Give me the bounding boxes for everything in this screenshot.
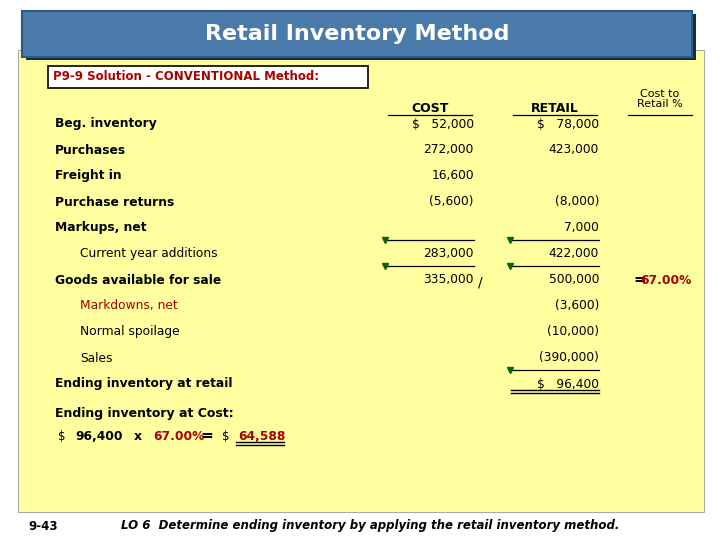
Text: $   78,000: $ 78,000 [537, 118, 599, 131]
Text: LO 6  Determine ending inventory by applying the retail inventory method.: LO 6 Determine ending inventory by apply… [121, 519, 619, 532]
Text: 67.00%: 67.00% [153, 429, 204, 442]
Text: x: x [134, 429, 142, 442]
Text: (8,000): (8,000) [554, 195, 599, 208]
Text: 9-43: 9-43 [28, 519, 58, 532]
Text: P9-9 Solution - CONVENTIONAL Method:: P9-9 Solution - CONVENTIONAL Method: [53, 71, 319, 84]
Text: Purchase returns: Purchase returns [55, 195, 174, 208]
Text: $: $ [58, 429, 66, 442]
Text: 16,600: 16,600 [431, 170, 474, 183]
Text: 500,000: 500,000 [549, 273, 599, 287]
Text: Beg. inventory: Beg. inventory [55, 118, 157, 131]
Text: COST: COST [411, 102, 449, 114]
Bar [22, 11, 692, 57]
Text: $   52,000: $ 52,000 [412, 118, 474, 131]
Text: (10,000): (10,000) [547, 326, 599, 339]
Bar [18, 50, 704, 512]
Text: 67.00%: 67.00% [641, 273, 692, 287]
Text: 283,000: 283,000 [423, 247, 474, 260]
Text: Freight in: Freight in [55, 170, 122, 183]
Text: Markups, net: Markups, net [55, 221, 146, 234]
Text: 7,000: 7,000 [564, 221, 599, 234]
Text: Ending inventory at Cost:: Ending inventory at Cost: [55, 408, 233, 421]
Text: Purchases: Purchases [55, 144, 126, 157]
Text: 423,000: 423,000 [549, 144, 599, 157]
Text: 272,000: 272,000 [423, 144, 474, 157]
Text: Normal spoilage: Normal spoilage [80, 326, 179, 339]
Text: RETAIL: RETAIL [531, 102, 579, 114]
Text: (390,000): (390,000) [539, 352, 599, 365]
Bar [26, 14, 696, 60]
Text: (3,600): (3,600) [554, 300, 599, 313]
Text: =: = [634, 273, 647, 287]
Text: 335,000: 335,000 [423, 273, 474, 287]
Text: $   96,400: $ 96,400 [537, 377, 599, 390]
Text: Goods available for sale: Goods available for sale [55, 273, 221, 287]
Text: Retail Inventory Method: Retail Inventory Method [204, 24, 509, 44]
Bar [48, 66, 368, 88]
Text: Sales: Sales [80, 352, 112, 365]
Text: 96,400: 96,400 [75, 429, 122, 442]
Text: Current year additions: Current year additions [80, 247, 217, 260]
Text: 422,000: 422,000 [549, 247, 599, 260]
Text: Retail %: Retail % [637, 99, 683, 109]
Text: Ending inventory at retail: Ending inventory at retail [55, 377, 233, 390]
Text: Cost to: Cost to [640, 89, 680, 99]
Text: /: / [477, 275, 482, 289]
Text: (5,600): (5,600) [430, 195, 474, 208]
Text: 64,588: 64,588 [238, 429, 285, 442]
Text: Markdowns, net: Markdowns, net [80, 300, 178, 313]
Text: $: $ [222, 429, 230, 442]
Text: =: = [201, 429, 213, 443]
